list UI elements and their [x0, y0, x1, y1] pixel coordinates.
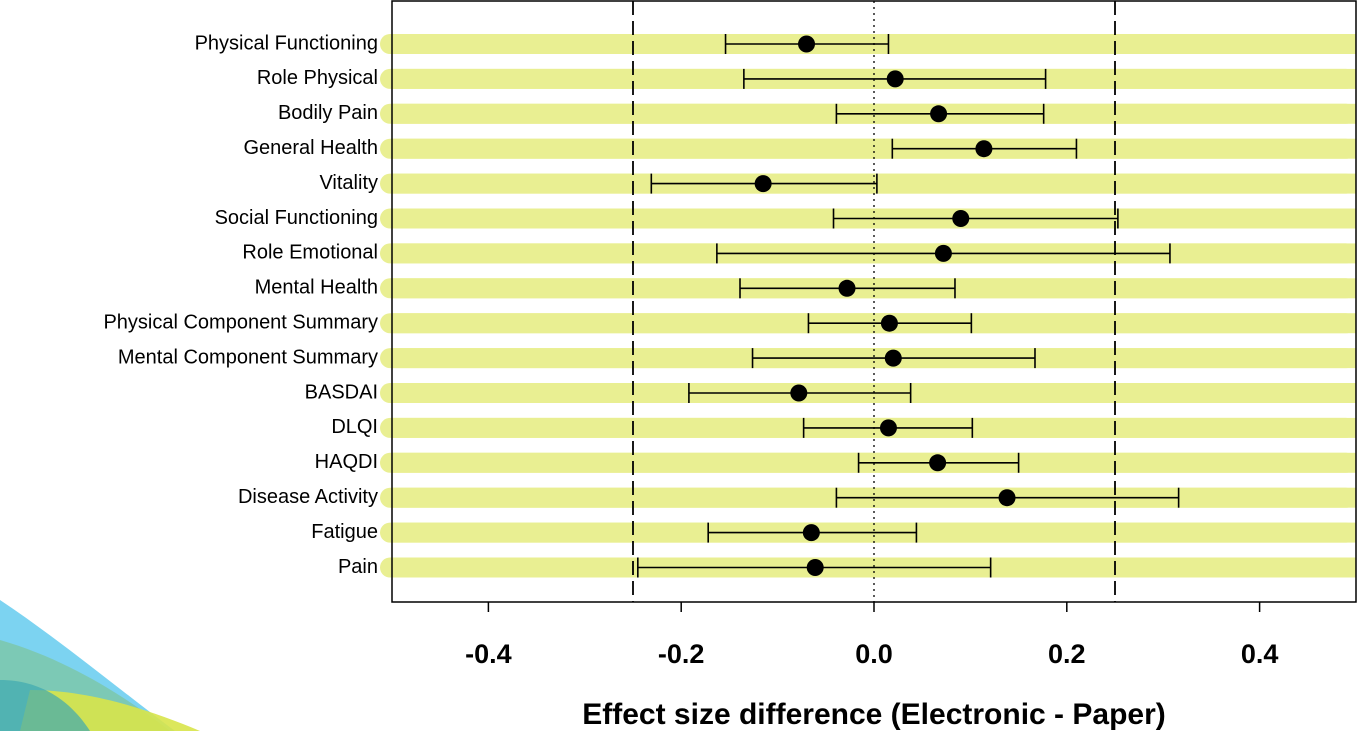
point: [879, 419, 897, 437]
point: [998, 489, 1016, 507]
x-tick-label: 0.4: [1241, 639, 1279, 669]
point: [798, 35, 816, 53]
decoration: [0, 600, 200, 731]
y-tick-label: Role Emotional: [242, 242, 378, 264]
point: [754, 175, 772, 193]
y-tick-label: Social Functioning: [215, 207, 378, 229]
y-tick-label: Physical Functioning: [195, 32, 378, 54]
point: [806, 559, 824, 576]
y-tick-label: Bodily Pain: [278, 102, 378, 124]
y-tick-label: Physical Component Summary: [103, 311, 378, 333]
y-tick-label: Role Physical: [257, 67, 378, 89]
point: [886, 70, 904, 88]
point: [929, 454, 947, 472]
point: [790, 384, 808, 402]
y-tick-label: Mental Component Summary: [118, 346, 378, 368]
x-tick-label: 0.0: [855, 639, 893, 669]
y-tick-label: BASDAI: [305, 381, 378, 403]
y-tick-label: Vitality: [319, 172, 378, 194]
y-tick-label: Fatigue: [311, 521, 378, 543]
x-tick-label: -0.2: [658, 639, 705, 669]
point: [802, 524, 820, 542]
y-tick-label: General Health: [243, 137, 378, 159]
y-tick-label: Pain: [338, 556, 378, 578]
row-band-fill: [392, 138, 1356, 159]
point: [934, 244, 952, 262]
x-tick-label: 0.2: [1048, 639, 1086, 669]
y-tick-label: DLQI: [331, 416, 378, 438]
point: [880, 314, 898, 332]
point: [930, 105, 948, 123]
point: [884, 349, 902, 367]
y-tick-label: HAQDI: [315, 451, 378, 473]
point: [952, 210, 970, 227]
y-tick-label: Disease Activity: [238, 486, 378, 508]
point: [975, 140, 993, 158]
x-axis-label: Effect size difference (Electronic - Pap…: [582, 698, 1166, 731]
point: [838, 279, 856, 297]
y-tick-label: Mental Health: [255, 277, 378, 299]
x-tick-label: -0.4: [465, 639, 512, 669]
